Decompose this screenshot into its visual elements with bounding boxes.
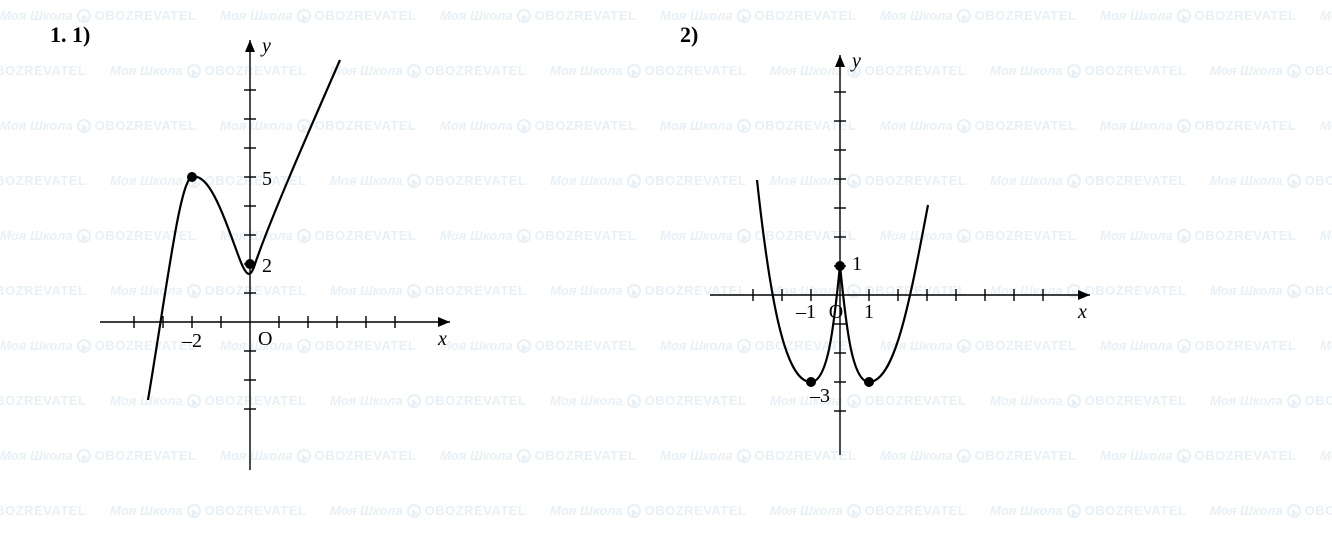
- ytick-1: 1: [852, 253, 862, 275]
- point-min-right-lobe: [864, 377, 874, 387]
- panel-right: 2): [680, 0, 1240, 545]
- origin-label: O: [258, 328, 272, 350]
- chart-right: y x O 1 –1 1 –3: [680, 0, 1240, 545]
- xtick-neg2: –2: [181, 330, 202, 352]
- y-axis-label: y: [260, 35, 271, 57]
- curve-left: [148, 60, 340, 400]
- y-axis-arrow: [245, 40, 255, 52]
- ytick-2: 2: [262, 255, 272, 277]
- ytick-neg3: –3: [809, 385, 830, 407]
- point-min-left: [245, 259, 255, 269]
- figure-content: 1. 1): [0, 0, 1332, 545]
- xtick-1: 1: [864, 301, 874, 323]
- xtick-neg1: –1: [795, 301, 816, 323]
- x-axis-arrow: [1078, 290, 1090, 300]
- y-axis-arrow: [835, 55, 845, 67]
- x-axis-label-r: x: [1077, 301, 1087, 323]
- origin-label-r: O: [829, 301, 843, 323]
- y-axis-label-r: y: [850, 50, 861, 72]
- curve-right: [757, 180, 928, 382]
- ytick-5: 5: [262, 168, 272, 190]
- chart-left: y x O –2 5 2: [40, 0, 600, 545]
- x-axis-arrow: [438, 317, 450, 327]
- point-max-right: [835, 261, 845, 271]
- x-axis-label: x: [437, 328, 447, 350]
- panel-left: 1. 1): [40, 0, 600, 545]
- point-max-left: [187, 172, 197, 182]
